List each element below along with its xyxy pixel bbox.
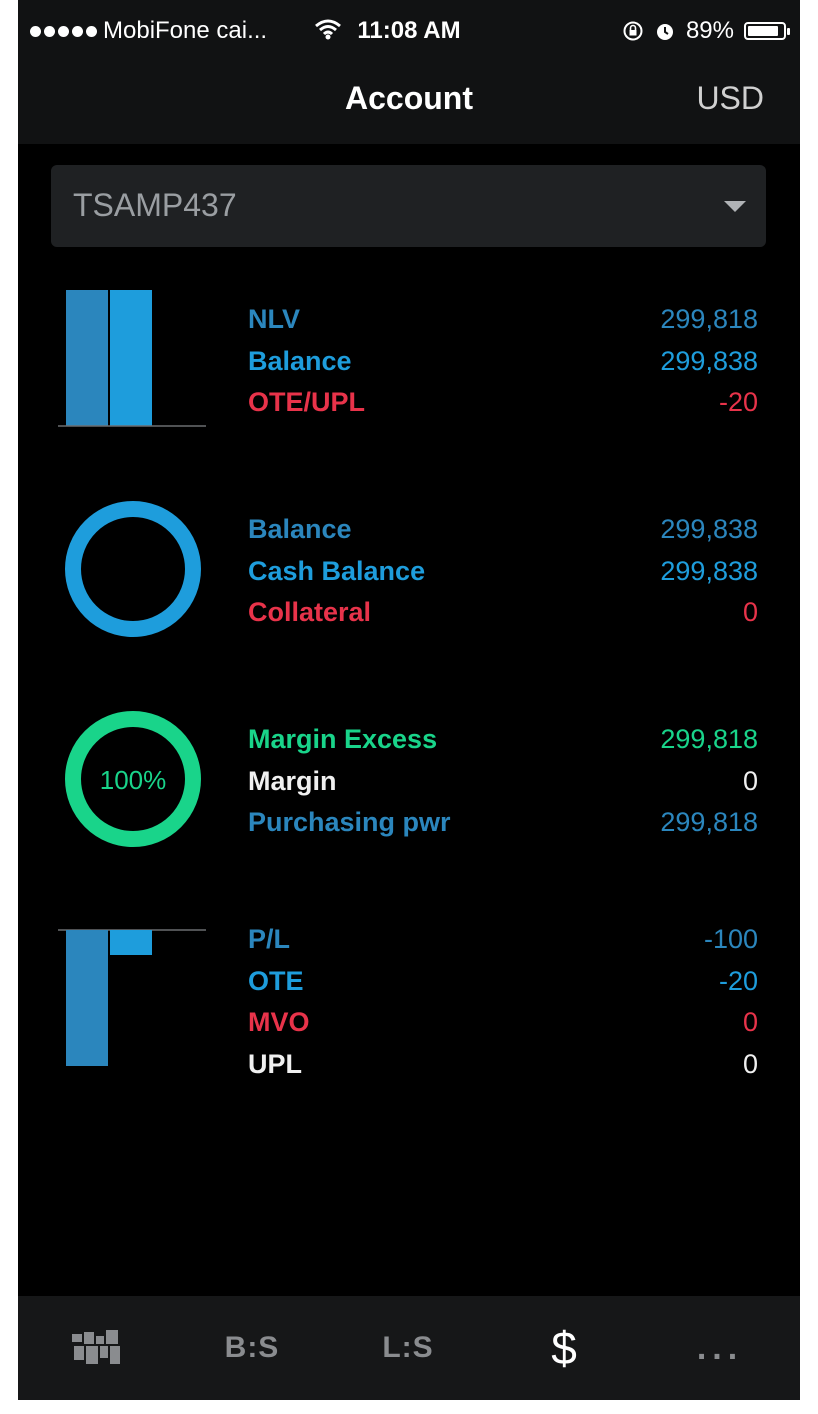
status-right: 89% — [622, 17, 790, 45]
rotation-lock-icon — [623, 21, 643, 41]
account-select[interactable]: TSAMP437 — [51, 165, 766, 247]
row-collateral: Collateral 0 — [248, 591, 758, 633]
margin-section: 100% Margin Excess 299,818 Margin 0 Purc… — [18, 708, 800, 853]
row-label: Purchasing pwr — [248, 807, 451, 837]
tab-ls[interactable]: L:S — [330, 1296, 486, 1400]
row-label: MVO — [248, 1007, 310, 1037]
battery-icon — [744, 22, 790, 40]
equity-rows: NLV 299,818 Balance 299,838 OTE/UPL -20 — [248, 298, 758, 423]
margin-rows: Margin Excess 299,818 Margin 0 Purchasin… — [248, 718, 758, 843]
margin-gauge-icon: 100% — [65, 711, 201, 847]
row-label: Collateral — [248, 597, 372, 627]
map-icon — [72, 1330, 120, 1364]
carrier-name: MobiFone cai... — [103, 17, 268, 44]
row-label: Margin — [248, 765, 337, 796]
row-pl: P/L -100 — [248, 918, 758, 960]
row-label: UPL — [248, 1048, 302, 1079]
row-label: Margin Excess — [248, 724, 438, 754]
row-ote-upl: OTE/UPL -20 — [248, 381, 758, 423]
equity-section: NLV 299,818 Balance 299,838 OTE/UPL -20 — [18, 288, 800, 433]
row-balance: Balance 299,838 — [248, 340, 758, 382]
account-select-value: TSAMP437 — [73, 187, 237, 223]
wifi-icon — [315, 19, 341, 40]
row-value: 299,838 — [660, 555, 758, 586]
row-upl: UPL 0 — [248, 1043, 758, 1085]
row-value: -100 — [703, 924, 758, 954]
row-margin: Margin 0 — [248, 760, 758, 802]
signal-icon — [30, 25, 97, 37]
pl-bar-chart-icon — [58, 929, 206, 1066]
row-value: 0 — [742, 1048, 758, 1079]
page-title: Account — [345, 80, 473, 116]
pl-section: P/L -100 OTE -20 MVO 0 UPL 0 — [18, 918, 800, 1079]
tab-account[interactable]: $ — [486, 1296, 642, 1400]
row-margin-excess: Margin Excess 299,818 — [248, 718, 758, 760]
row-label: OTE/UPL — [248, 387, 366, 417]
row-value: 299,838 — [660, 345, 758, 376]
row-balance: Balance 299,838 — [248, 508, 758, 550]
balance-section: Balance 299,838 Cash Balance 299,838 Col… — [18, 498, 800, 643]
row-value: 0 — [742, 597, 758, 627]
carrier-area: MobiFone cai... — [30, 17, 267, 45]
row-value: 299,818 — [660, 724, 758, 754]
row-value: 299,838 — [660, 514, 758, 544]
row-label: Cash Balance — [248, 555, 426, 586]
phone-screen: MobiFone cai... 11:08 AM 89% — [18, 0, 800, 1400]
tab-label: L:S — [382, 1331, 434, 1364]
row-label: OTE — [248, 965, 304, 996]
row-value: 0 — [742, 1007, 758, 1037]
equity-bar-chart-icon — [58, 290, 206, 427]
alarm-icon — [656, 24, 673, 40]
row-value: 299,818 — [660, 807, 758, 837]
tab-more[interactable]: ... — [642, 1296, 798, 1400]
gauge-percent: 100% — [100, 765, 167, 795]
tab-bs[interactable]: B:S — [174, 1296, 330, 1400]
tab-map[interactable] — [18, 1296, 174, 1400]
status-time: 11:08 AM — [357, 17, 461, 44]
currency-button[interactable]: USD — [696, 80, 764, 116]
chevron-down-icon — [724, 201, 746, 212]
tab-bar: B:S L:S $ ... — [18, 1296, 800, 1400]
more-icon: ... — [696, 1328, 744, 1367]
balance-ring-icon — [65, 501, 201, 637]
row-label: P/L — [248, 924, 291, 954]
row-value: 0 — [742, 765, 758, 796]
row-label: NLV — [248, 304, 300, 334]
pl-rows: P/L -100 OTE -20 MVO 0 UPL 0 — [248, 918, 758, 1084]
status-bar: MobiFone cai... 11:08 AM 89% — [18, 0, 800, 62]
row-nlv: NLV 299,818 — [248, 298, 758, 340]
balance-rows: Balance 299,838 Cash Balance 299,838 Col… — [248, 508, 758, 633]
tab-label: B:S — [224, 1331, 280, 1364]
row-label: Balance — [248, 345, 352, 376]
row-value: -20 — [718, 965, 758, 996]
row-cash-balance: Cash Balance 299,838 — [248, 550, 758, 592]
dollar-icon: $ — [551, 1322, 577, 1374]
battery-percent: 89% — [685, 17, 734, 44]
row-value: 299,818 — [660, 304, 758, 334]
nav-bar: Account USD — [18, 62, 800, 144]
row-purchasing-power: Purchasing pwr 299,818 — [248, 801, 758, 843]
row-value: -20 — [718, 387, 758, 417]
row-ote: OTE -20 — [248, 960, 758, 1002]
row-mvo: MVO 0 — [248, 1001, 758, 1043]
row-label: Balance — [248, 514, 352, 544]
